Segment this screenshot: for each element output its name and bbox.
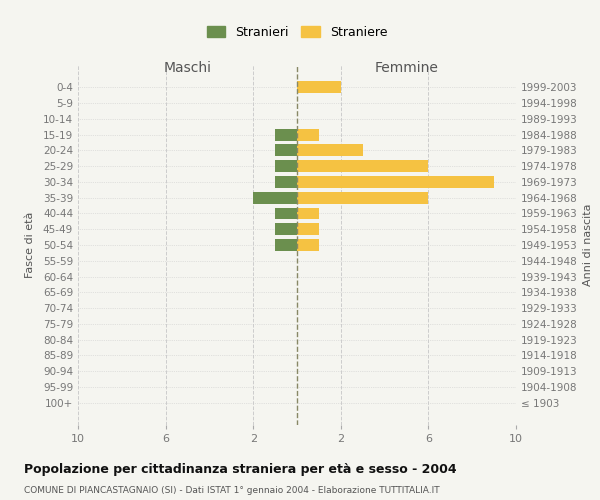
Bar bbox=[297, 224, 319, 235]
Bar bbox=[297, 208, 319, 220]
Bar bbox=[253, 192, 297, 203]
Bar bbox=[297, 160, 428, 172]
Bar bbox=[297, 82, 341, 93]
Text: COMUNE DI PIANCASTAGNAIO (SI) - Dati ISTAT 1° gennaio 2004 - Elaborazione TUTTIT: COMUNE DI PIANCASTAGNAIO (SI) - Dati IST… bbox=[24, 486, 440, 495]
Bar bbox=[275, 176, 297, 188]
Text: Popolazione per cittadinanza straniera per età e sesso - 2004: Popolazione per cittadinanza straniera p… bbox=[24, 462, 457, 475]
Bar bbox=[275, 224, 297, 235]
Bar bbox=[275, 128, 297, 140]
Bar bbox=[297, 192, 428, 203]
Legend: Stranieri, Straniere: Stranieri, Straniere bbox=[202, 21, 392, 44]
Y-axis label: Fasce di età: Fasce di età bbox=[25, 212, 35, 278]
Bar bbox=[275, 160, 297, 172]
Bar bbox=[275, 239, 297, 251]
Bar bbox=[297, 128, 319, 140]
Y-axis label: Anni di nascita: Anni di nascita bbox=[583, 204, 593, 286]
Text: Maschi: Maschi bbox=[163, 60, 212, 74]
Bar bbox=[297, 239, 319, 251]
Bar bbox=[275, 208, 297, 220]
Bar bbox=[297, 176, 494, 188]
Bar bbox=[275, 144, 297, 156]
Text: Femmine: Femmine bbox=[374, 60, 439, 74]
Bar bbox=[297, 144, 362, 156]
